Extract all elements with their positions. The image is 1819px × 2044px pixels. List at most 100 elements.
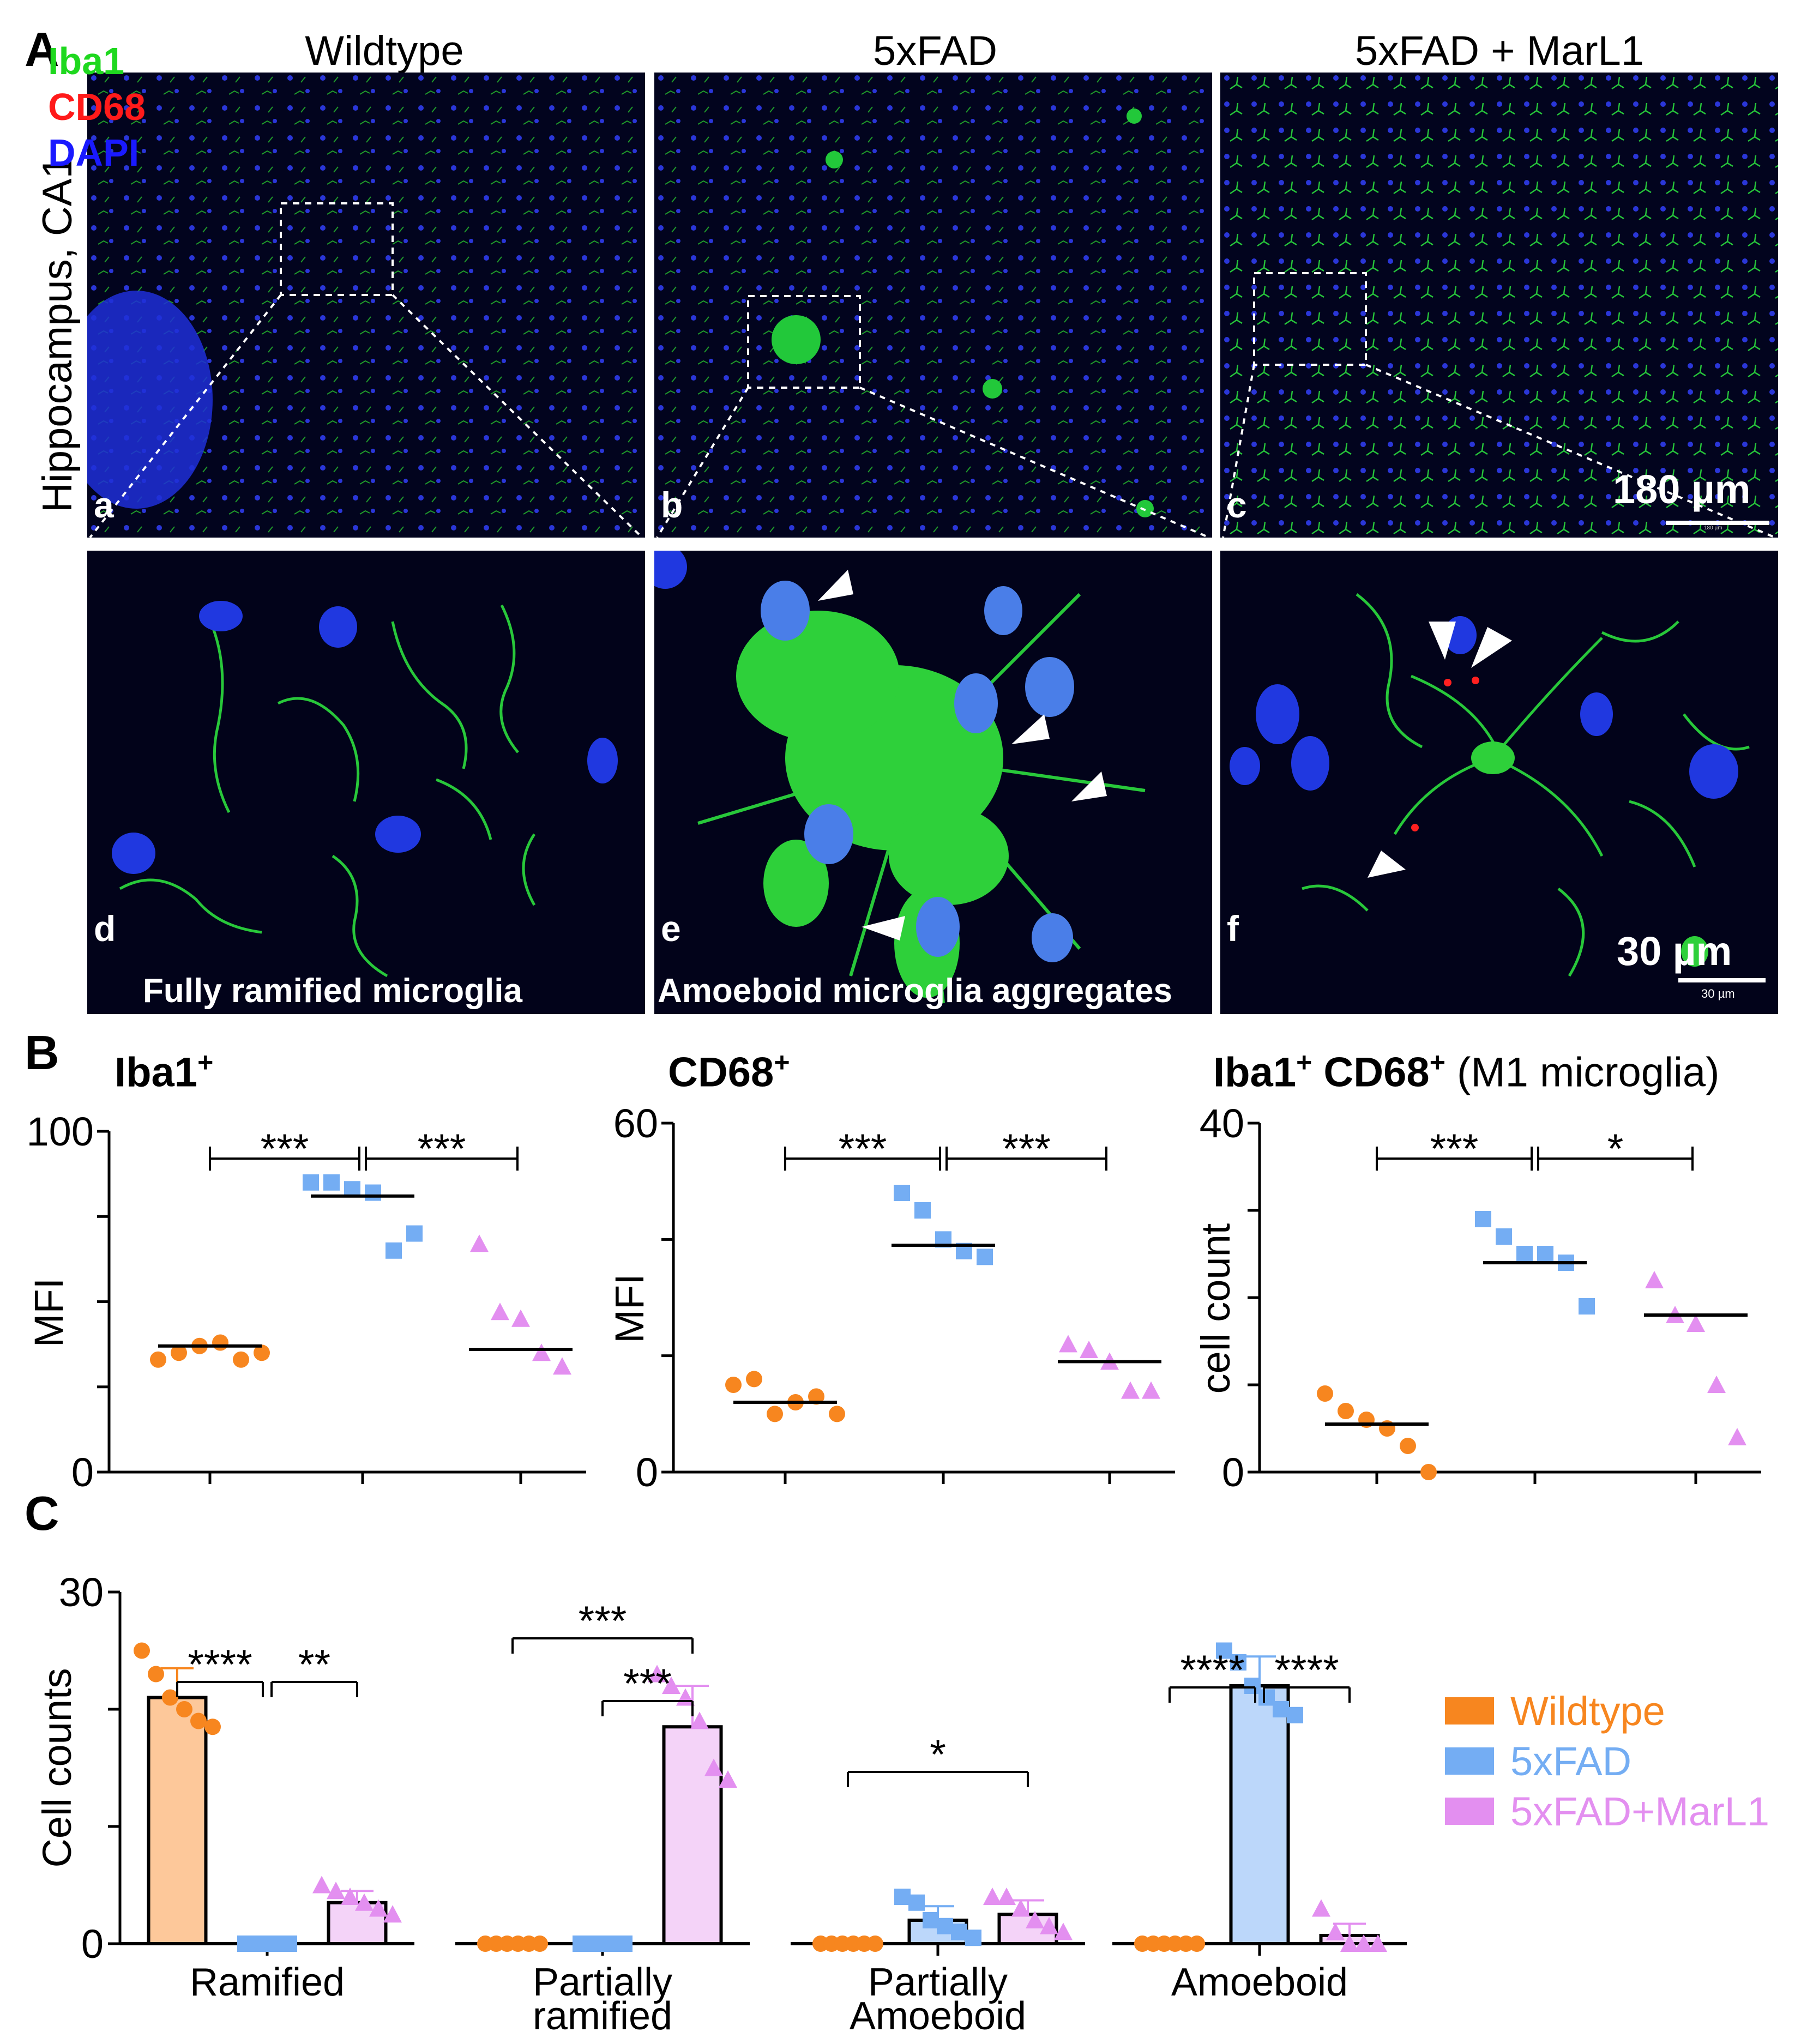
- data-point: [1516, 1246, 1533, 1262]
- significance-label: ****: [1274, 1647, 1339, 1693]
- data-point: [704, 1758, 723, 1776]
- bar: [662, 1725, 723, 1945]
- data-point: [254, 1344, 270, 1361]
- data-point: [1258, 1689, 1275, 1706]
- column-header-wildtype: Wildtype: [305, 28, 464, 74]
- scalebar-bottom-small-label: 30 µm: [1701, 987, 1735, 1000]
- micrograph-d-texture: [112, 601, 618, 978]
- legend: Wildtype 5xFAD 5xFAD+MarL1: [1445, 1686, 1769, 1836]
- scatter-plot-cd68: 0 60 MFI *** ***: [607, 1101, 1175, 1495]
- data-point: [1244, 1678, 1261, 1694]
- data-point: [1121, 1381, 1140, 1399]
- data-point: [1026, 1911, 1044, 1928]
- data-point: [204, 1719, 221, 1735]
- plot-title-iba1-main: Iba1: [115, 1049, 198, 1096]
- data-point: [690, 1711, 709, 1729]
- plot-title-cd68-sup: +: [774, 1047, 790, 1078]
- y-axis-label: MFI: [607, 1274, 652, 1343]
- plot-title-m1-main: Iba1: [1213, 1049, 1297, 1096]
- column-header-5xfad: 5xFAD: [872, 28, 998, 74]
- y-axis-label: MFI: [26, 1278, 71, 1347]
- data-point: [190, 1713, 207, 1729]
- panel-a-letter: A: [25, 22, 59, 76]
- legend-swatch-5xfad-marl1: [1445, 1798, 1494, 1825]
- label-d: d: [94, 908, 116, 949]
- data-point: [355, 1893, 374, 1911]
- data-point: [923, 1912, 939, 1928]
- data-point: [1312, 1899, 1330, 1917]
- label-c: c: [1227, 485, 1247, 525]
- data-point: [1645, 1271, 1664, 1288]
- legend-item-5xfad: 5xFAD: [1445, 1736, 1769, 1786]
- data-point: [908, 1894, 925, 1911]
- scalebar-top-small-label: 180 µm: [1704, 525, 1722, 531]
- data-point: [808, 1388, 824, 1405]
- y-axis-label: cell count: [1193, 1223, 1238, 1394]
- data-point: [1400, 1438, 1416, 1454]
- data-point: [341, 1888, 359, 1905]
- data-point: [150, 1351, 166, 1368]
- data-point: [867, 1936, 883, 1952]
- category-label: ramified: [533, 1994, 672, 2038]
- data-point: [1354, 1934, 1373, 1952]
- data-point: [997, 1888, 1016, 1905]
- data-point: [1728, 1428, 1746, 1445]
- data-point: [951, 1924, 967, 1940]
- data-point: [383, 1905, 402, 1923]
- micrograph-a-texture: [87, 73, 645, 538]
- caption-ramified: Fully ramified microglia: [143, 972, 522, 1010]
- micrograph-b-5xfad: [654, 73, 1212, 538]
- data-point: [1287, 1707, 1303, 1723]
- significance-label: ***: [1430, 1126, 1479, 1172]
- y-tick-label: 0: [81, 1921, 104, 1967]
- data-point: [148, 1666, 164, 1683]
- label-f: f: [1227, 908, 1239, 949]
- data-point: [1054, 1922, 1073, 1940]
- legend-item-wildtype: Wildtype: [1445, 1686, 1769, 1736]
- significance-label: *: [930, 1732, 946, 1778]
- legend-label-wildtype: Wildtype: [1510, 1688, 1665, 1734]
- plot-title-cd68-main: CD68: [668, 1049, 774, 1096]
- significance-label: ****: [1180, 1647, 1244, 1693]
- data-point: [1707, 1376, 1726, 1393]
- data-point: [1273, 1701, 1289, 1717]
- data-point: [1420, 1464, 1437, 1480]
- micrograph-c-5xfad-marl1: [1220, 73, 1778, 538]
- scatter-plot-iba1: 0 100 MFI *** ***: [26, 1109, 586, 1495]
- plot-title-m1-sup: +: [1296, 1047, 1312, 1078]
- micrograph-e-zoom: [654, 551, 1212, 1014]
- legend-label-5xfad-marl1: 5xFAD+MarL1: [1510, 1788, 1770, 1834]
- micrograph-c-texture: [1220, 73, 1778, 538]
- data-point: [1338, 1403, 1354, 1419]
- plot-title-m1-main2: CD68: [1312, 1049, 1430, 1096]
- plot-title-m1-rest: (M1 microglia): [1445, 1049, 1720, 1096]
- data-point: [312, 1876, 331, 1894]
- data-point: [894, 1889, 911, 1905]
- data-point: [1317, 1385, 1333, 1402]
- label-b: b: [661, 485, 683, 525]
- stain-legend: Iba1 CD68 DAPI: [48, 38, 146, 176]
- significance-label: ***: [839, 1126, 887, 1172]
- data-point: [719, 1770, 737, 1788]
- significance-label: ***: [579, 1598, 627, 1644]
- micrograph-a-wildtype: [87, 73, 645, 538]
- y-tick-label: 0: [1222, 1450, 1244, 1495]
- y-tick-label: 40: [1200, 1101, 1244, 1146]
- data-point: [1475, 1211, 1491, 1227]
- scalebar-bottom-label: 30 µm: [1617, 928, 1732, 974]
- data-point: [176, 1701, 192, 1717]
- data-point: [1142, 1381, 1160, 1399]
- data-point: [937, 1918, 953, 1934]
- data-point: [1496, 1228, 1512, 1245]
- data-point: [233, 1351, 249, 1368]
- data-point: [725, 1377, 742, 1393]
- category-label: Partially: [868, 1961, 1008, 2004]
- data-point: [365, 1184, 381, 1201]
- category-label: Partially: [533, 1961, 672, 2004]
- data-point: [894, 1185, 910, 1201]
- significance-label: **: [298, 1642, 330, 1688]
- y-tick-label: 30: [59, 1570, 104, 1615]
- micrograph-e-texture: [654, 551, 1146, 1004]
- data-point: [171, 1344, 187, 1361]
